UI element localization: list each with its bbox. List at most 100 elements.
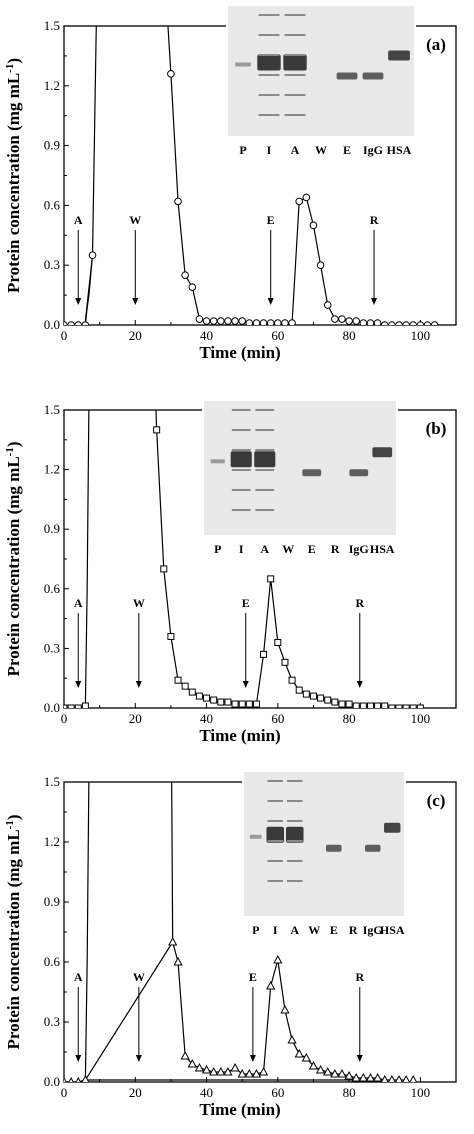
event-label: E xyxy=(267,213,275,227)
event-arrowhead xyxy=(132,298,139,305)
gel-lane-label: IgG xyxy=(349,542,369,556)
gel-image xyxy=(244,772,404,916)
gel-band-minor xyxy=(258,54,280,56)
gel-lane-label: A xyxy=(290,923,299,937)
data-point xyxy=(344,1070,354,1080)
data-point xyxy=(251,1068,262,1078)
data-point xyxy=(374,702,382,708)
y-axis-label: Protein concentration (mg mL-1) xyxy=(4,814,23,1049)
y-tick-label: 0.9 xyxy=(44,138,60,153)
data-point xyxy=(423,321,432,325)
y-tick-label: 0.3 xyxy=(44,257,60,272)
x-tick-label: 100 xyxy=(411,328,431,343)
x-tick-label: 0 xyxy=(61,711,68,726)
y-tick-label: 0.9 xyxy=(44,521,60,536)
y-tick-label: 1.5 xyxy=(44,402,60,417)
gel-band xyxy=(364,844,381,852)
data-point xyxy=(201,1064,212,1074)
data-point xyxy=(381,702,389,708)
data-point xyxy=(188,283,197,291)
data-point xyxy=(281,658,289,666)
data-point xyxy=(202,317,211,325)
data-point xyxy=(266,319,275,325)
data-point xyxy=(352,317,361,325)
gel-lane-label: E xyxy=(308,542,316,556)
data-point xyxy=(64,321,68,325)
data-point xyxy=(366,702,374,708)
gel-band-minor xyxy=(255,509,275,511)
gel-band-minor xyxy=(258,14,280,16)
data-point xyxy=(188,688,196,696)
y-tick-label: 1.5 xyxy=(44,774,60,789)
x-tick-label: 20 xyxy=(129,711,142,726)
gel-band xyxy=(336,72,358,80)
gel-band xyxy=(257,54,281,71)
gel-lane-label: P xyxy=(252,923,259,937)
gel-band xyxy=(388,50,410,61)
gel-band-minor xyxy=(231,509,251,511)
data-point xyxy=(331,315,339,323)
gel-band-minor xyxy=(286,780,303,782)
event-label: A xyxy=(74,970,83,984)
data-point xyxy=(416,321,425,325)
data-point xyxy=(88,251,97,260)
data-point xyxy=(331,698,339,706)
data-point xyxy=(195,692,203,700)
y-tick-label: 0.0 xyxy=(44,317,60,332)
data-point xyxy=(67,704,75,708)
event-label: A xyxy=(74,596,83,610)
gel-band-minor xyxy=(284,74,306,76)
data-point xyxy=(260,650,268,658)
gel-band xyxy=(254,451,276,468)
y-tick-label: 0.3 xyxy=(44,640,60,655)
event-arrowhead xyxy=(371,298,378,305)
y-tick-label: 0.0 xyxy=(44,1074,60,1089)
data-point xyxy=(359,319,368,325)
event-label: R xyxy=(370,213,379,227)
data-point xyxy=(194,1062,205,1072)
gel-band xyxy=(249,834,262,839)
data-point xyxy=(181,271,189,279)
data-point xyxy=(338,700,346,708)
event-arrowhead xyxy=(75,1055,82,1062)
gel-band-minor xyxy=(267,800,284,802)
panel-label: (b) xyxy=(426,419,447,438)
data-point xyxy=(409,1074,418,1082)
gel-band-minor xyxy=(267,820,284,822)
data-point xyxy=(238,700,246,708)
gel-lane-label: HSA xyxy=(387,143,412,157)
data-point xyxy=(388,1074,396,1082)
x-axis-label: Time (min) xyxy=(199,343,280,362)
gel-lane-label: R xyxy=(331,542,340,556)
gel-lane-label: HSA xyxy=(380,923,405,937)
data-point xyxy=(173,956,183,966)
data-point xyxy=(180,1050,190,1060)
chart-panel-2: 0 20 40 60 80 100 0.0 0.3 0.6 0.9 1.2 1.5 Time (min)… xyxy=(4,399,457,745)
data-point xyxy=(81,1074,90,1082)
data-point xyxy=(402,321,410,325)
gel-band-minor xyxy=(267,860,284,862)
data-point xyxy=(388,321,396,325)
data-point xyxy=(409,321,418,325)
x-tick-label: 40 xyxy=(200,711,213,726)
data-point xyxy=(302,193,311,202)
y-tick-label: 1.5 xyxy=(44,18,60,33)
gel-band-minor xyxy=(258,114,280,116)
gel-band-minor xyxy=(258,74,280,76)
gel-lane-label: E xyxy=(330,923,338,937)
event-arrowhead xyxy=(75,681,82,688)
data-point xyxy=(430,321,439,325)
y-tick-label: 1.2 xyxy=(44,834,60,849)
panel-label: (a) xyxy=(426,35,446,54)
data-point xyxy=(167,70,175,78)
gel-band xyxy=(302,469,322,477)
data-point xyxy=(203,694,211,702)
x-axis-label: Time (min) xyxy=(199,726,280,745)
event-arrowhead xyxy=(356,681,363,688)
event-label: W xyxy=(133,596,145,610)
y-tick-label: 0.3 xyxy=(44,1014,60,1029)
gel-band-minor xyxy=(255,489,275,491)
data-point xyxy=(316,261,325,270)
event-label: E xyxy=(249,970,257,984)
